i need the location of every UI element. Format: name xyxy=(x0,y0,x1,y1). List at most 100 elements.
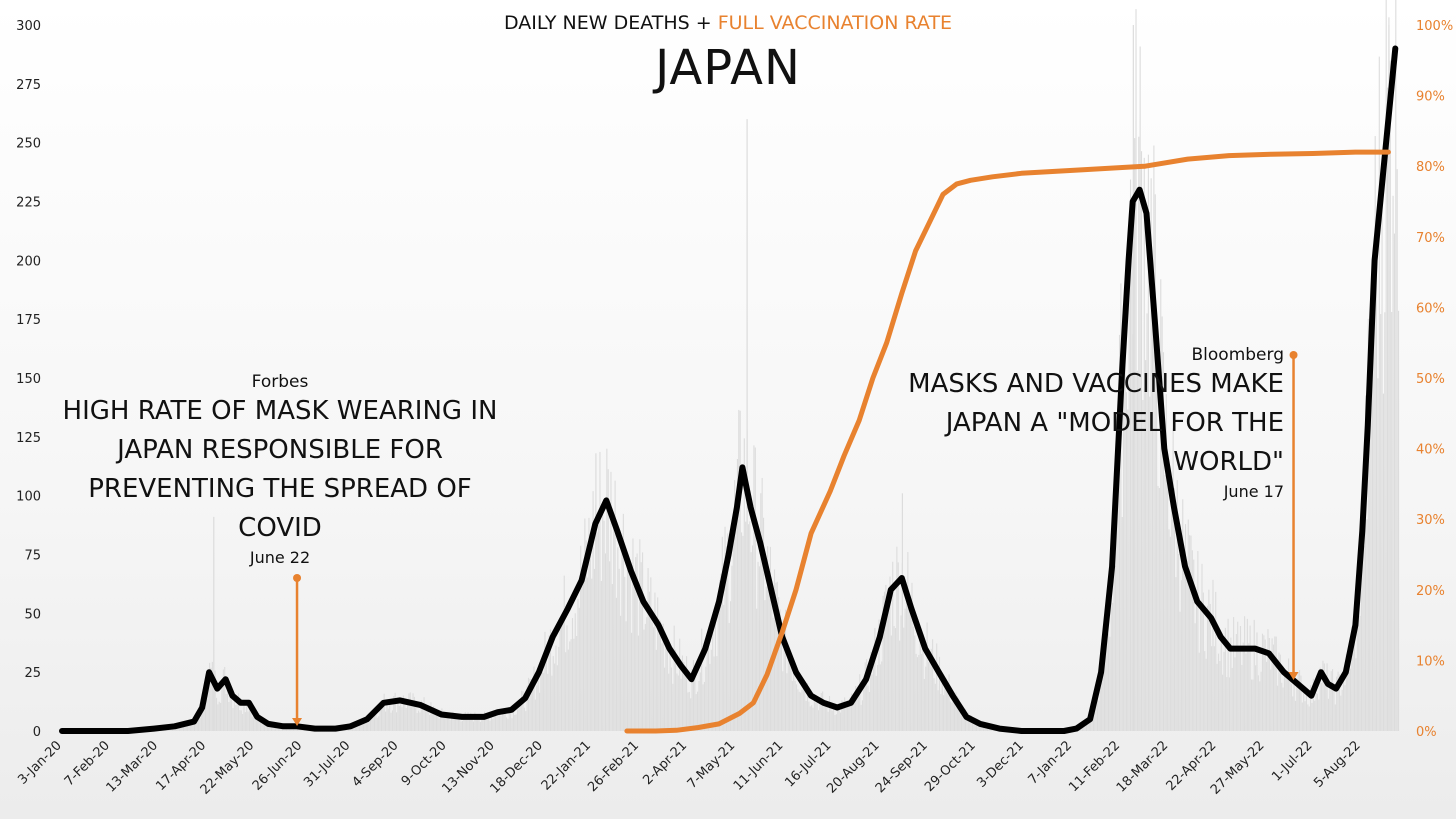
daily-bar xyxy=(1374,136,1376,732)
daily-bar xyxy=(1323,663,1325,731)
daily-bar xyxy=(1389,60,1391,731)
daily-bar xyxy=(1116,518,1118,731)
daily-bar xyxy=(1381,197,1383,731)
daily-bar xyxy=(845,707,847,731)
annotation-date: June 17 xyxy=(1223,482,1284,501)
daily-bar xyxy=(948,674,950,731)
daily-bar xyxy=(1145,360,1147,731)
daily-bar xyxy=(1114,565,1116,731)
daily-bar xyxy=(214,670,216,731)
daily-bar xyxy=(530,679,532,731)
daily-bar xyxy=(981,723,983,731)
daily-bar xyxy=(750,552,752,731)
daily-bar xyxy=(723,604,725,731)
daily-bar xyxy=(358,720,360,731)
daily-bar xyxy=(453,713,455,731)
daily-bar xyxy=(1129,179,1132,732)
daily-bar xyxy=(1087,722,1089,731)
daily-bar xyxy=(1315,693,1317,731)
daily-bar xyxy=(819,697,821,731)
daily-bar xyxy=(659,620,662,731)
daily-bar xyxy=(677,675,679,731)
daily-bar xyxy=(507,718,509,731)
daily-bar xyxy=(226,682,229,731)
daily-bar xyxy=(211,661,213,731)
daily-bar xyxy=(668,673,670,731)
daily-bar xyxy=(962,706,964,731)
daily-bar xyxy=(648,591,651,731)
daily-bar xyxy=(1285,671,1287,731)
daily-bar xyxy=(378,716,380,731)
daily-bar xyxy=(604,553,607,731)
daily-bar xyxy=(518,705,520,731)
daily-bar xyxy=(596,532,598,731)
daily-bar xyxy=(255,711,257,731)
daily-bar xyxy=(200,704,202,731)
daily-bar xyxy=(1098,700,1100,731)
daily-bar xyxy=(196,715,198,731)
daily-bar xyxy=(1201,563,1203,731)
daily-bar xyxy=(193,721,196,731)
daily-bar xyxy=(791,681,793,731)
daily-bar xyxy=(600,580,602,731)
annotation-dot xyxy=(293,574,302,582)
daily-bar xyxy=(419,712,421,731)
daily-bar xyxy=(1393,233,1395,732)
daily-bar xyxy=(1149,396,1151,731)
daily-bar xyxy=(1186,560,1188,731)
daily-bar xyxy=(842,701,844,731)
daily-bar xyxy=(740,532,743,731)
daily-bar xyxy=(611,584,613,731)
daily-bar xyxy=(247,711,249,731)
daily-bar xyxy=(841,700,843,731)
daily-bar xyxy=(1396,169,1398,731)
daily-bar xyxy=(1311,702,1313,731)
daily-bar xyxy=(1377,378,1379,731)
daily-bar xyxy=(1101,663,1103,731)
daily-bar xyxy=(802,683,804,731)
annotation-date: June 22 xyxy=(249,548,311,567)
daily-bar xyxy=(626,559,629,731)
daily-bar xyxy=(371,718,373,731)
daily-bar xyxy=(620,615,622,731)
daily-bar xyxy=(1387,87,1389,732)
daily-bar xyxy=(883,591,886,731)
daily-bar xyxy=(650,577,652,731)
daily-bar xyxy=(833,706,835,731)
daily-bar xyxy=(387,708,389,731)
daily-bar xyxy=(363,721,365,731)
daily-bar xyxy=(1237,621,1239,731)
daily-bar xyxy=(933,678,935,731)
daily-bar xyxy=(967,712,969,731)
daily-bar xyxy=(859,674,861,731)
daily-bar xyxy=(636,553,638,731)
daily-bar xyxy=(1359,615,1361,731)
daily-bar-peak xyxy=(1388,25,1390,731)
daily-bar xyxy=(653,627,655,731)
daily-bar xyxy=(1226,677,1228,731)
daily-bar xyxy=(850,693,853,731)
daily-bar xyxy=(1113,562,1115,731)
daily-bar xyxy=(1319,667,1321,731)
daily-bar xyxy=(220,702,222,731)
daily-bar xyxy=(1292,696,1294,731)
daily-bar xyxy=(1205,658,1207,731)
daily-bar xyxy=(706,639,708,731)
left-tick-label: 250 xyxy=(16,137,41,152)
daily-bar xyxy=(932,639,934,731)
daily-bar xyxy=(1286,672,1288,731)
daily-bar xyxy=(565,652,567,731)
daily-bar xyxy=(849,697,851,731)
daily-bar xyxy=(270,726,273,731)
x-tick-label: 3-Jan-20 xyxy=(15,738,64,787)
left-tick-label: 0 xyxy=(33,725,41,740)
x-tick-label: 18-Mar-22 xyxy=(1114,738,1171,795)
daily-bar xyxy=(855,685,857,731)
daily-bar xyxy=(760,493,762,731)
daily-bar xyxy=(1255,665,1257,731)
daily-bar xyxy=(955,692,957,731)
daily-bar xyxy=(875,675,877,731)
daily-bar xyxy=(574,613,576,731)
daily-bar xyxy=(1250,679,1253,731)
daily-bar xyxy=(541,671,543,731)
